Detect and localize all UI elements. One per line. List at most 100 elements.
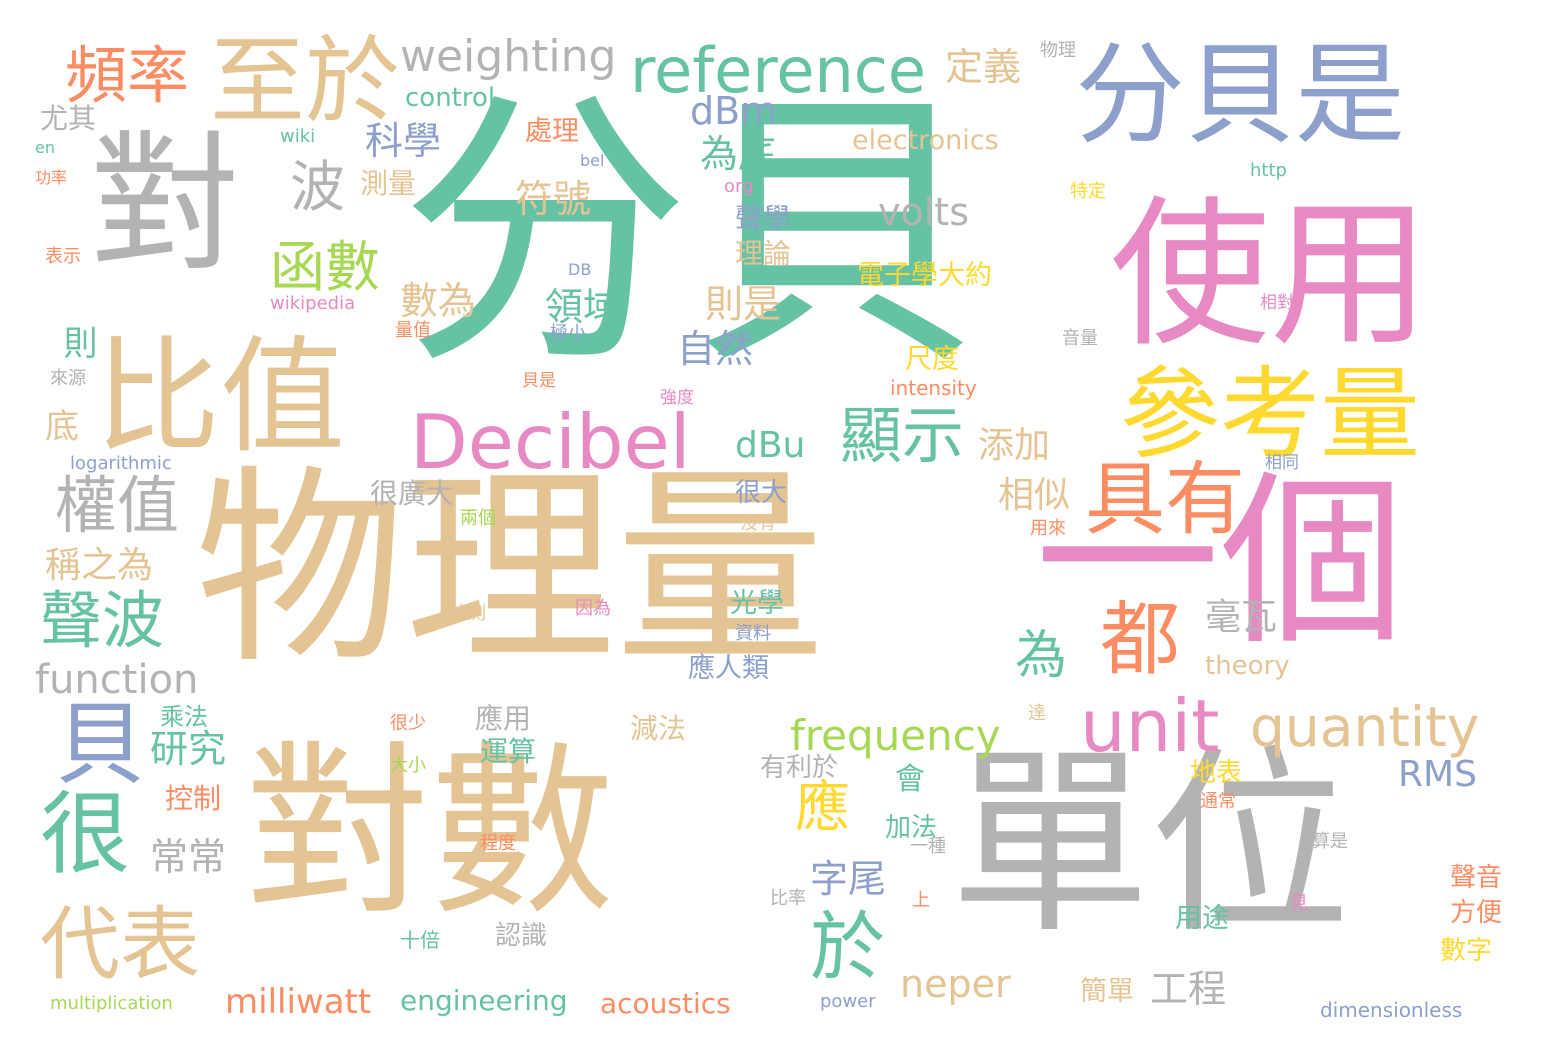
word: 都: [1100, 593, 1180, 686]
word: 來源: [50, 368, 86, 389]
word: 添加: [978, 425, 1051, 466]
word: 於: [810, 903, 886, 991]
word: 很大: [735, 478, 788, 508]
word: 用來: [1030, 518, 1066, 539]
word: 尺度: [905, 344, 959, 375]
word: 達: [1028, 703, 1046, 724]
word: http: [1250, 160, 1287, 181]
word: 處理: [525, 116, 579, 147]
word: 物理: [1040, 40, 1076, 61]
word: en: [35, 138, 55, 157]
word: 乘法: [160, 703, 208, 731]
word: electronics: [852, 125, 999, 156]
word: 應: [795, 775, 851, 839]
word: 很廣大: [370, 477, 455, 510]
word: weighting: [400, 31, 617, 82]
word: 極小: [550, 323, 586, 344]
word: acoustics: [600, 987, 731, 1020]
word: 很: [40, 782, 130, 887]
word: 沒有: [740, 513, 776, 534]
word: bel: [580, 151, 605, 170]
word: 研究: [150, 727, 227, 771]
word: 比率: [770, 888, 806, 909]
word: 地表: [1190, 758, 1243, 788]
word: 資料: [735, 623, 771, 644]
word: 認識: [495, 921, 548, 951]
word: wiki: [280, 126, 316, 147]
word: RMS: [1398, 754, 1477, 795]
word: function: [35, 657, 199, 703]
word: 相同: [1265, 453, 1299, 473]
word: 權值: [55, 469, 180, 542]
word: 十倍: [400, 928, 440, 952]
word: multiplication: [50, 993, 173, 1014]
word: 加法: [885, 813, 938, 843]
word: 一個: [1035, 454, 1405, 670]
word: 分貝是: [1075, 31, 1405, 159]
word: frequency: [790, 711, 1001, 760]
word: 頻率: [65, 39, 190, 112]
word: 特定: [1070, 181, 1106, 202]
word: 減法: [630, 712, 687, 745]
word: 見: [1290, 893, 1308, 914]
word: control: [405, 83, 496, 113]
word: 通常: [1200, 791, 1236, 812]
word: 聲音: [1450, 863, 1503, 893]
word: logarithmic: [70, 453, 172, 474]
word: 相對: [1260, 293, 1294, 313]
word: power: [820, 991, 876, 1012]
word: 單位: [950, 728, 1351, 961]
word: 函數: [270, 235, 381, 299]
word: 稱之為: [45, 545, 154, 586]
word: 對數: [245, 724, 615, 940]
word: 對: [90, 118, 241, 292]
word: 貝: [55, 692, 145, 797]
word: 聲波: [40, 584, 165, 657]
word: 的測: [450, 603, 486, 624]
word: org: [724, 176, 754, 197]
word: intensity: [890, 376, 977, 400]
word: 上: [909, 890, 930, 908]
word: 領域: [545, 285, 622, 329]
word: 代表: [40, 898, 200, 991]
word: wikipedia: [270, 293, 356, 314]
word: 符號: [515, 177, 592, 221]
word: dBm: [690, 89, 778, 133]
word: 表示: [45, 246, 81, 267]
word: 為底: [700, 132, 777, 176]
word: 會: [895, 762, 925, 797]
word: 有利於: [760, 753, 839, 783]
word: 很少: [390, 713, 426, 734]
word: 使用: [1110, 181, 1431, 368]
word: 電子學大約: [857, 260, 992, 291]
word: 自然: [677, 327, 754, 371]
word: 則是: [705, 282, 782, 326]
word: reference: [630, 34, 927, 107]
word: 方便: [1450, 898, 1503, 928]
word: 測量: [360, 167, 417, 200]
word: 尤其: [40, 102, 97, 135]
word: theory: [1205, 651, 1290, 681]
word: 運算: [480, 735, 537, 768]
word: 數字: [1440, 936, 1493, 966]
word: 比值: [95, 325, 345, 470]
word: 則: [57, 325, 97, 359]
word: 音量: [1062, 328, 1098, 349]
word: 簡單: [1080, 976, 1134, 1007]
word: 科學: [365, 119, 442, 163]
word: Decibel: [410, 398, 691, 486]
word: unit: [1080, 684, 1220, 768]
word: 強度: [660, 388, 694, 408]
word: 毫瓦: [1205, 597, 1278, 638]
word: 常常: [150, 835, 227, 879]
word: 一種: [910, 836, 946, 857]
word: 顯示: [840, 399, 965, 472]
word: dBu: [735, 425, 806, 466]
word: 工程: [1150, 967, 1227, 1011]
word: 控制: [165, 782, 222, 815]
word: 參考量: [1120, 356, 1420, 473]
word: 波: [290, 155, 346, 219]
word: 底: [45, 407, 79, 447]
word: volts: [878, 190, 969, 234]
